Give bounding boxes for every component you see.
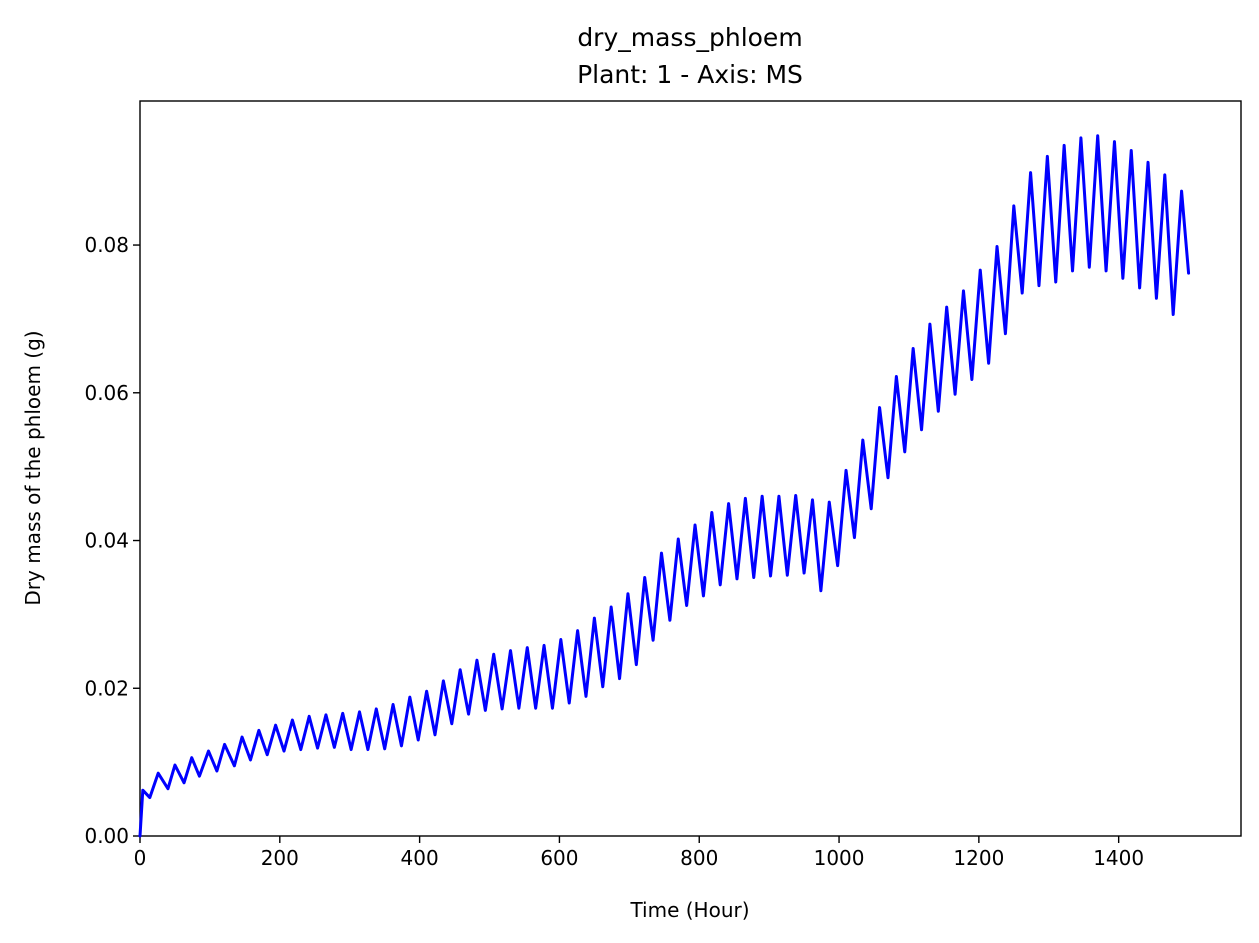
y-tick-label: 0.04 <box>84 529 129 553</box>
x-tick-label: 1000 <box>814 846 865 870</box>
chart-subtitle: Plant: 1 - Axis: MS <box>577 60 803 89</box>
series-layer <box>138 134 1191 838</box>
y-tick-label: 0.00 <box>84 824 129 848</box>
y-axis: 0.00 0.02 0.04 0.06 0.08 <box>84 233 140 848</box>
x-axis: 0 200 400 600 800 1000 1200 1400 <box>134 836 1144 870</box>
x-tick-label: 1200 <box>953 846 1004 870</box>
x-tick-label: 0 <box>134 846 147 870</box>
y-axis-label: Dry mass of the phloem (g) <box>21 330 45 605</box>
series-line-0 <box>138 134 1191 838</box>
x-tick-label: 400 <box>401 846 439 870</box>
plot-frame <box>139 100 1242 837</box>
y-tick-label: 0.08 <box>84 233 129 257</box>
x-tick-label: 800 <box>680 846 718 870</box>
x-axis-label: Time (Hour) <box>629 898 749 922</box>
chart-title: dry_mass_phloem <box>577 23 802 52</box>
x-tick-label: 200 <box>261 846 299 870</box>
y-tick-label: 0.06 <box>84 381 129 405</box>
x-tick-label: 1400 <box>1093 846 1144 870</box>
y-tick-label: 0.02 <box>84 676 129 700</box>
x-tick-label: 600 <box>540 846 578 870</box>
